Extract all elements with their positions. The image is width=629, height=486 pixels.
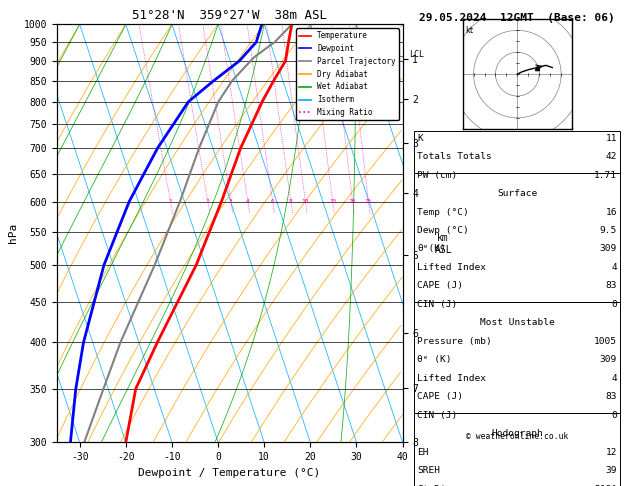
Text: 20: 20 — [349, 199, 357, 204]
Text: K: K — [417, 134, 423, 143]
Text: © weatheronline.co.uk: © weatheronline.co.uk — [466, 432, 568, 441]
Text: Lifted Index: Lifted Index — [417, 263, 486, 272]
Text: 1: 1 — [169, 199, 172, 204]
Text: Totals Totals: Totals Totals — [417, 152, 492, 161]
Text: 2: 2 — [206, 199, 209, 204]
Text: 15: 15 — [329, 199, 337, 204]
Text: 309: 309 — [600, 244, 617, 254]
Text: LCL: LCL — [409, 50, 425, 59]
Text: 4: 4 — [246, 199, 250, 204]
Text: 4: 4 — [611, 374, 617, 383]
Text: 11: 11 — [606, 134, 617, 143]
Text: θᵉ (K): θᵉ (K) — [417, 355, 452, 364]
Text: 83: 83 — [606, 281, 617, 291]
Text: Hodograph: Hodograph — [491, 429, 543, 438]
Text: 1005: 1005 — [594, 337, 617, 346]
Text: 309: 309 — [600, 355, 617, 364]
Text: EH: EH — [417, 448, 428, 457]
Text: CAPE (J): CAPE (J) — [417, 281, 463, 291]
Text: θᵉ(K): θᵉ(K) — [417, 244, 446, 254]
Text: CAPE (J): CAPE (J) — [417, 392, 463, 401]
Y-axis label: km
ASL: km ASL — [435, 233, 452, 255]
Text: 9.5: 9.5 — [600, 226, 617, 235]
Text: CIN (J): CIN (J) — [417, 300, 457, 309]
Text: Lifted Index: Lifted Index — [417, 374, 486, 383]
Text: 308°: 308° — [594, 485, 617, 486]
Text: Pressure (mb): Pressure (mb) — [417, 337, 492, 346]
Text: 1.71: 1.71 — [594, 171, 617, 180]
Text: StmDir: StmDir — [417, 485, 452, 486]
Text: 12: 12 — [606, 448, 617, 457]
Text: 42: 42 — [606, 152, 617, 161]
Text: 0: 0 — [611, 300, 617, 309]
Text: 0: 0 — [611, 411, 617, 420]
Text: 4: 4 — [611, 263, 617, 272]
Text: 10: 10 — [302, 199, 309, 204]
Text: CIN (J): CIN (J) — [417, 411, 457, 420]
Text: 29.05.2024  12GMT  (Base: 06): 29.05.2024 12GMT (Base: 06) — [419, 13, 615, 23]
Text: 8: 8 — [289, 199, 293, 204]
Title: 51°28'N  359°27'W  38m ASL: 51°28'N 359°27'W 38m ASL — [132, 9, 327, 22]
Text: kt: kt — [465, 26, 473, 35]
Text: PW (cm): PW (cm) — [417, 171, 457, 180]
Text: 25: 25 — [365, 199, 372, 204]
Text: Dewp (°C): Dewp (°C) — [417, 226, 469, 235]
Text: Surface: Surface — [497, 189, 537, 198]
Text: 16: 16 — [606, 208, 617, 217]
Text: 39: 39 — [606, 466, 617, 475]
Y-axis label: hPa: hPa — [8, 223, 18, 243]
Text: 3: 3 — [229, 199, 233, 204]
Text: 6: 6 — [271, 199, 275, 204]
Text: Temp (°C): Temp (°C) — [417, 208, 469, 217]
Legend: Temperature, Dewpoint, Parcel Trajectory, Dry Adiabat, Wet Adiabat, Isotherm, Mi: Temperature, Dewpoint, Parcel Trajectory… — [296, 28, 399, 120]
Text: SREH: SREH — [417, 466, 440, 475]
X-axis label: Dewpoint / Temperature (°C): Dewpoint / Temperature (°C) — [138, 468, 321, 478]
Text: Most Unstable: Most Unstable — [480, 318, 554, 328]
Text: 83: 83 — [606, 392, 617, 401]
